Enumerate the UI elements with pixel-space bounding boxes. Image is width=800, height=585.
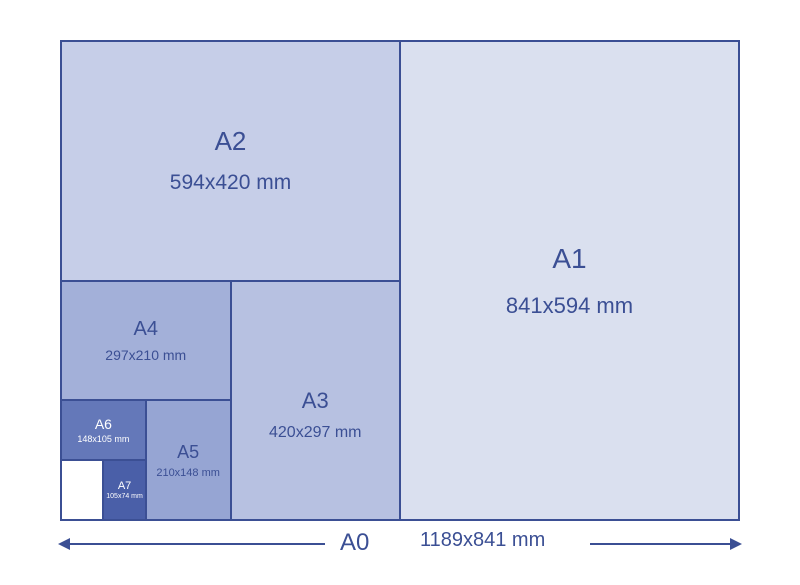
panel-a2-dims: 594x420 mm (170, 171, 291, 195)
panel-a1-dims: 841x594 mm (506, 293, 633, 319)
a0-stage: A1 841x594 mm A2 594x420 mm A3 420x297 mm A4 29… (60, 40, 740, 521)
a0-label-dims: 1189x841 mm (420, 529, 545, 552)
a0-arrow-right (590, 543, 740, 545)
a0-arrowhead-right (730, 538, 742, 550)
panel-blank (61, 460, 103, 520)
panel-a6: A6 148x105 mm (61, 400, 146, 460)
panel-a1: A1 841x594 mm (400, 41, 739, 520)
panel-a1-name: A1 (552, 243, 586, 275)
panel-a2-name: A2 (215, 126, 247, 157)
a0-arrowhead-left (58, 538, 70, 550)
panel-a7-name: A7 (118, 480, 131, 492)
panel-a2: A2 594x420 mm (61, 41, 400, 281)
a0-arrow-left (60, 543, 325, 545)
panel-a4-name: A4 (134, 318, 158, 341)
panel-a3-dims: 420x297 mm (269, 424, 362, 442)
panel-a4: A4 297x210 mm (61, 281, 231, 401)
panel-a3-name: A3 (302, 388, 329, 414)
panel-a7: A7105x74 mm (103, 460, 145, 520)
panel-a4-dims: 297x210 mm (105, 347, 186, 363)
panel-a5: A5 210x148 mm (146, 400, 231, 520)
panel-a6-name: A6 (95, 416, 112, 432)
panel-a7-dims: 105x74 mm (106, 493, 143, 500)
panel-a6-dims: 148x105 mm (77, 434, 129, 444)
panel-a5-name: A5 (177, 442, 199, 463)
panel-a3: A3 420x297 mm (231, 281, 401, 521)
a0-label-name: A0 (340, 529, 369, 557)
panel-a5-dims: 210x148 mm (156, 467, 220, 479)
